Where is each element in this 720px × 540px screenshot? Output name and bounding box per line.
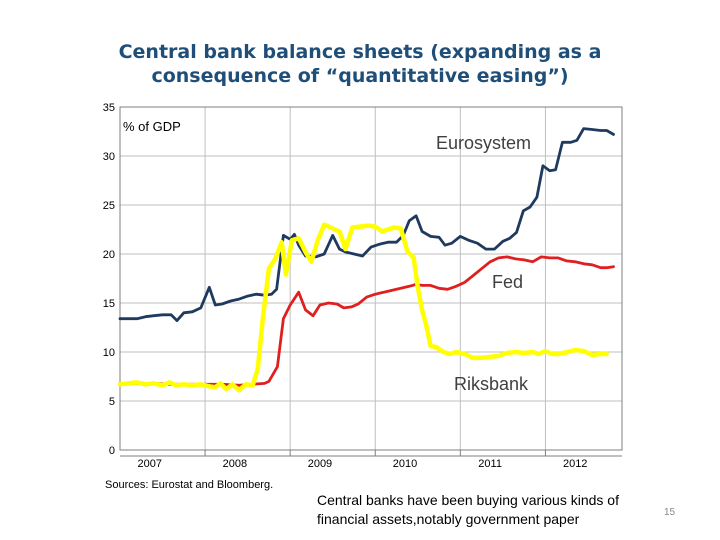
unit-label: % of GDP: [123, 119, 181, 134]
chart-panel: 0 5 10 15 20 25 30 35 2007 2008 2009 2010 2011 2012 %…: [92, 93, 632, 500]
source-note: Sources: Eurostat and Bloomberg.: [105, 479, 273, 491]
caption-line-2: financial assets,notably government pape…: [317, 511, 580, 527]
balance-sheet-chart: 0 5 10 15 20 25 30 35 2007 2008 2009 2010 2011 2012 %…: [103, 102, 623, 491]
y-tick-label: 35: [103, 102, 115, 114]
series-line-riksbank: [117, 222, 609, 393]
y-tick-label: 0: [109, 445, 115, 457]
y-tick-label: 15: [103, 298, 115, 310]
y-tick-label: 30: [103, 151, 115, 163]
series-label-riksbank: Riksbank: [454, 374, 529, 394]
plot-frame: [119, 106, 623, 451]
slide-caption: Central banks have been buying various k…: [317, 491, 647, 529]
series-line-eurosystem: [118, 127, 615, 322]
x-tick-label: 2011: [478, 458, 502, 470]
grid: [120, 107, 622, 450]
slide-title-line-1: Central bank balance sheets (expanding a…: [118, 41, 602, 63]
page-number: 15: [664, 507, 676, 518]
series-label-eurosystem: Eurosystem: [436, 133, 531, 153]
y-tick-label: 20: [103, 249, 115, 261]
x-tick-label: 2007: [138, 458, 162, 470]
series-lines: [117, 127, 615, 393]
axes: 0 5 10 15 20 25 30 35 2007 2008 2009 2010 2011 2012: [103, 102, 623, 470]
y-tick-label: 25: [103, 200, 115, 212]
series-label-fed: Fed: [492, 272, 523, 292]
slide-title: Central bank balance sheets (expanding a…: [60, 40, 660, 88]
y-tick-label: 10: [103, 347, 115, 359]
y-tick-label: 5: [109, 396, 115, 408]
x-tick-label: 2008: [223, 458, 247, 470]
slide-title-line-2: consequence of “quantitative easing”): [151, 65, 569, 87]
caption-line-1: Central banks have been buying various k…: [317, 492, 619, 508]
x-tick-label: 2010: [393, 458, 417, 470]
series-line-fed: [118, 255, 615, 387]
x-tick-label: 2009: [308, 458, 332, 470]
x-tick-label: 2012: [563, 458, 587, 470]
